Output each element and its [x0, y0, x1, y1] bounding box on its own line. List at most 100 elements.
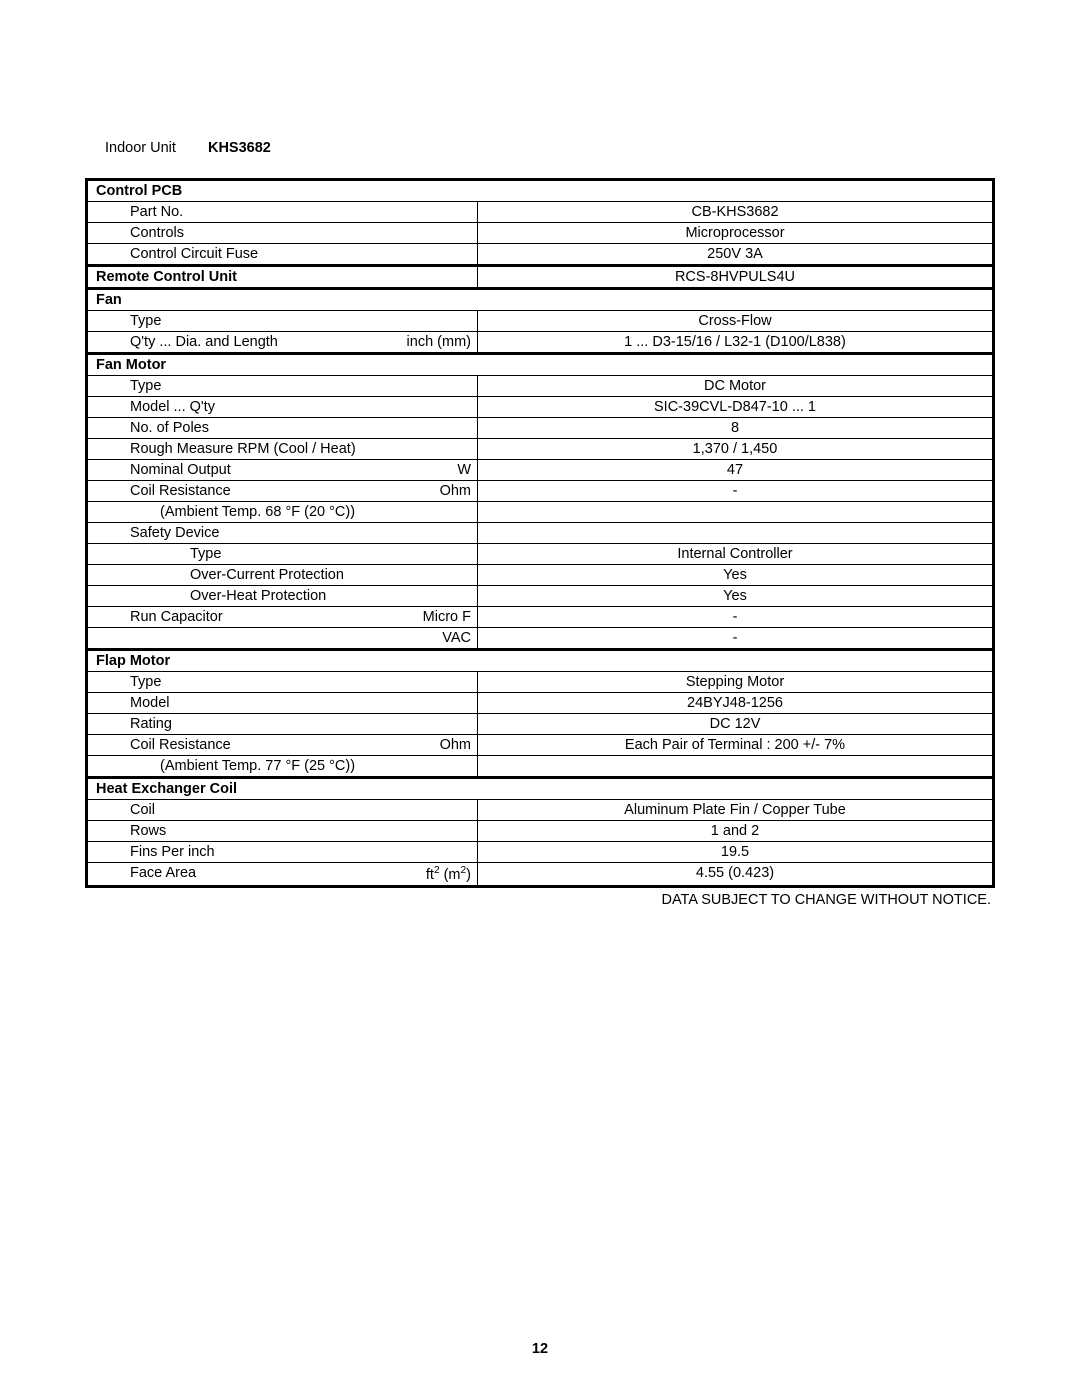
table-row: Model ... Q'tySIC-39CVL-D847-10 ... 1 [88, 397, 992, 418]
label-col: Nominal OutputW [88, 460, 478, 480]
label-col: Model [88, 693, 478, 713]
label-indent [88, 244, 128, 264]
label-indent [88, 481, 128, 501]
label-col: Coil [88, 800, 478, 820]
remote-control-value: RCS-8HVPULS4U [478, 267, 992, 287]
label-col: Type [88, 311, 478, 331]
label-text: Control Circuit Fuse [128, 244, 477, 264]
label-text: Fins Per inch [128, 842, 477, 862]
label-text: Coil Resistance [128, 481, 440, 501]
label-indent [88, 821, 128, 841]
label-indent [88, 223, 128, 243]
section-body-heat-exchanger: CoilAluminum Plate Fin / Copper TubeRows… [88, 800, 992, 885]
unit-text: Ohm [440, 735, 477, 755]
label-indent [88, 756, 128, 776]
unit-text: VAC [442, 628, 477, 648]
table-row: (Ambient Temp. 77 °F (25 °C)) [88, 756, 992, 776]
label-text: Controls [128, 223, 477, 243]
value-text [478, 756, 992, 776]
label-col: Rough Measure RPM (Cool / Heat) [88, 439, 478, 459]
label-text: Run Capacitor [128, 607, 423, 627]
page-number: 12 [0, 1341, 1080, 1357]
label-indent [88, 502, 128, 522]
table-row: TypeDC Motor [88, 376, 992, 397]
unit-text: inch (mm) [407, 332, 477, 352]
value-text: Cross-Flow [478, 311, 992, 331]
value-text: Each Pair of Terminal : 200 +/- 7% [478, 735, 992, 755]
label-col: Safety Device [88, 523, 478, 543]
value-text: 19.5 [478, 842, 992, 862]
label-indent [88, 397, 128, 417]
unit-text: W [457, 460, 477, 480]
section-header-flap-motor: Flap Motor [88, 648, 992, 672]
label-indent [88, 523, 128, 543]
section-header-text: Flap Motor [88, 651, 992, 671]
value-text: Yes [478, 586, 992, 606]
label-col: (Ambient Temp. 68 °F (20 °C)) [88, 502, 478, 522]
value-text: DC Motor [478, 376, 992, 396]
value-text: SIC-39CVL-D847-10 ... 1 [478, 397, 992, 417]
table-row: Control Circuit Fuse250V 3A [88, 244, 992, 264]
section-body-control-pcb: Part No.CB-KHS3682ControlsMicroprocessor… [88, 202, 992, 264]
label-indent [88, 460, 128, 480]
table-row: Face Areaft2 (m2)4.55 (0.423) [88, 863, 992, 885]
section-header-heat-exchanger: Heat Exchanger Coil [88, 776, 992, 800]
section-header-fan-motor: Fan Motor [88, 352, 992, 376]
label-indent [88, 714, 128, 734]
label-col: Run CapacitorMicro F [88, 607, 478, 627]
label-indent [88, 418, 128, 438]
label-indent [88, 842, 128, 862]
label-col: Over-Heat Protection [88, 586, 478, 606]
label-col: Model ... Q'ty [88, 397, 478, 417]
table-row: RatingDC 12V [88, 714, 992, 735]
unit-text: Micro F [423, 607, 477, 627]
label-indent [88, 565, 128, 585]
label-col: Fins Per inch [88, 842, 478, 862]
value-text [478, 502, 992, 522]
label-col: Rating [88, 714, 478, 734]
table-row: Coil ResistanceOhmEach Pair of Terminal … [88, 735, 992, 756]
label-text: Coil Resistance [128, 735, 440, 755]
value-text: Microprocessor [478, 223, 992, 243]
table-row: Model24BYJ48-1256 [88, 693, 992, 714]
title-line: Indoor Unit KHS3682 [105, 140, 995, 156]
value-text: 47 [478, 460, 992, 480]
label-col: (Ambient Temp. 77 °F (25 °C)) [88, 756, 478, 776]
value-text: 1 and 2 [478, 821, 992, 841]
table-row: TypeStepping Motor [88, 672, 992, 693]
label-indent [88, 672, 128, 692]
value-text: Stepping Motor [478, 672, 992, 692]
label-text: Rating [128, 714, 477, 734]
value-text: Internal Controller [478, 544, 992, 564]
value-text [478, 523, 992, 543]
label-text: Type [128, 311, 477, 331]
label-col: Rows [88, 821, 478, 841]
section-header-text: Fan Motor [88, 355, 992, 375]
spec-table: Control PCB Part No.CB-KHS3682ControlsMi… [85, 178, 995, 888]
table-row: Fins Per inch19.5 [88, 842, 992, 863]
table-row: Over-Current ProtectionYes [88, 565, 992, 586]
label-indent [88, 332, 128, 352]
label-col: VAC [88, 628, 478, 648]
label-col: Type [88, 672, 478, 692]
label-text: Face Area [128, 863, 426, 885]
label-indent [88, 311, 128, 331]
label-text: Type [128, 672, 477, 692]
value-text: 1 ... D3-15/16 / L32-1 (D100/L838) [478, 332, 992, 352]
section-header-text: Control PCB [88, 181, 992, 201]
title-model: KHS3682 [208, 140, 271, 156]
label-indent [88, 202, 128, 222]
value-text: - [478, 607, 992, 627]
label-text: Q'ty ... Dia. and Length [128, 332, 407, 352]
label-text: Nominal Output [128, 460, 457, 480]
table-row: Part No.CB-KHS3682 [88, 202, 992, 223]
label-text: Coil [128, 800, 477, 820]
table-row: Rough Measure RPM (Cool / Heat)1,370 / 1… [88, 439, 992, 460]
label-text: Type [128, 376, 477, 396]
table-row: No. of Poles8 [88, 418, 992, 439]
label-indent [88, 586, 128, 606]
label-indent [88, 376, 128, 396]
label-indent [88, 800, 128, 820]
label-indent [88, 607, 128, 627]
table-row: VAC- [88, 628, 992, 648]
